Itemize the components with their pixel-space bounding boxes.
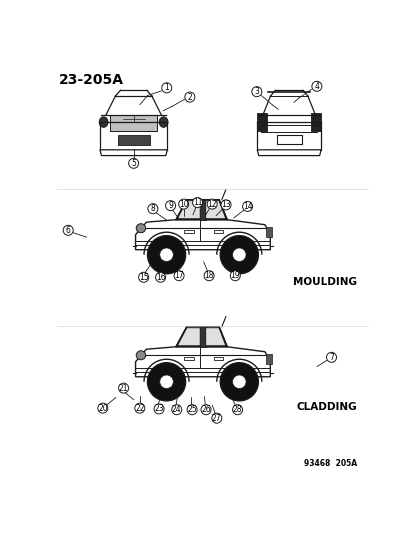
Text: 8: 8 bbox=[150, 204, 155, 213]
Text: 3: 3 bbox=[254, 87, 259, 96]
Circle shape bbox=[232, 248, 245, 262]
Ellipse shape bbox=[159, 117, 168, 127]
Circle shape bbox=[220, 236, 258, 274]
Text: 24: 24 bbox=[171, 405, 181, 414]
Circle shape bbox=[154, 404, 164, 414]
Bar bbox=[213, 357, 223, 360]
Circle shape bbox=[206, 199, 217, 209]
Circle shape bbox=[242, 201, 252, 212]
Text: 28: 28 bbox=[232, 405, 242, 414]
Text: 93468  205A: 93468 205A bbox=[303, 459, 356, 468]
Text: MOULDING: MOULDING bbox=[292, 277, 356, 287]
Circle shape bbox=[128, 158, 138, 168]
Polygon shape bbox=[200, 327, 205, 347]
Bar bbox=[110, 115, 157, 131]
Text: 9: 9 bbox=[168, 201, 173, 210]
Bar bbox=[256, 114, 266, 131]
Circle shape bbox=[135, 403, 145, 413]
Text: 11: 11 bbox=[192, 198, 202, 207]
Text: 15: 15 bbox=[138, 273, 148, 282]
Circle shape bbox=[187, 405, 197, 415]
Text: 13: 13 bbox=[221, 200, 230, 209]
Bar bbox=[266, 227, 271, 237]
Text: 25: 25 bbox=[187, 405, 197, 414]
Polygon shape bbox=[205, 328, 225, 346]
Polygon shape bbox=[205, 200, 225, 219]
Text: 7: 7 bbox=[328, 353, 333, 362]
Circle shape bbox=[173, 271, 184, 281]
Bar bbox=[184, 357, 193, 360]
Circle shape bbox=[251, 87, 261, 96]
Text: 6: 6 bbox=[66, 226, 71, 235]
Circle shape bbox=[192, 198, 202, 207]
Polygon shape bbox=[177, 200, 200, 219]
Circle shape bbox=[147, 204, 157, 214]
Circle shape bbox=[119, 383, 128, 393]
Bar bbox=[266, 354, 271, 364]
Text: 20: 20 bbox=[98, 403, 107, 413]
Circle shape bbox=[311, 82, 321, 91]
Ellipse shape bbox=[136, 224, 145, 233]
Circle shape bbox=[155, 272, 165, 282]
Text: 2: 2 bbox=[187, 93, 192, 102]
Text: 10: 10 bbox=[178, 199, 188, 208]
Bar bbox=[117, 135, 150, 145]
Text: 22: 22 bbox=[135, 403, 144, 413]
Text: 4: 4 bbox=[314, 82, 318, 91]
Text: 12: 12 bbox=[207, 199, 216, 208]
Circle shape bbox=[161, 83, 171, 93]
Circle shape bbox=[171, 405, 181, 415]
Circle shape bbox=[220, 362, 258, 401]
Bar bbox=[311, 114, 320, 131]
Text: CLADDING: CLADDING bbox=[296, 402, 356, 413]
Text: 27: 27 bbox=[211, 414, 221, 423]
Circle shape bbox=[147, 362, 185, 401]
Bar bbox=[213, 230, 223, 233]
Bar bbox=[184, 230, 193, 233]
Ellipse shape bbox=[99, 117, 108, 127]
Circle shape bbox=[184, 92, 195, 102]
Circle shape bbox=[138, 272, 148, 282]
Text: 5: 5 bbox=[131, 159, 136, 168]
Ellipse shape bbox=[136, 351, 145, 360]
Circle shape bbox=[201, 405, 211, 415]
Circle shape bbox=[232, 405, 242, 415]
Text: 18: 18 bbox=[204, 271, 214, 280]
Circle shape bbox=[97, 403, 107, 413]
Circle shape bbox=[232, 375, 245, 389]
Circle shape bbox=[63, 225, 73, 235]
Text: 1: 1 bbox=[164, 83, 169, 92]
Text: 16: 16 bbox=[155, 273, 165, 282]
Text: 23: 23 bbox=[154, 405, 164, 414]
Text: 14: 14 bbox=[242, 202, 252, 211]
Polygon shape bbox=[177, 328, 200, 346]
Text: 17: 17 bbox=[174, 271, 183, 280]
Circle shape bbox=[159, 375, 173, 389]
Text: 23-205A: 23-205A bbox=[59, 73, 123, 87]
Circle shape bbox=[230, 271, 240, 281]
Circle shape bbox=[178, 199, 188, 209]
Circle shape bbox=[159, 248, 173, 262]
Text: 21: 21 bbox=[119, 384, 128, 393]
Circle shape bbox=[147, 236, 185, 274]
Polygon shape bbox=[200, 200, 205, 220]
Circle shape bbox=[221, 200, 230, 210]
Circle shape bbox=[165, 200, 175, 211]
Circle shape bbox=[211, 413, 221, 423]
Bar bbox=[276, 135, 301, 144]
Text: 26: 26 bbox=[201, 405, 210, 414]
Circle shape bbox=[204, 271, 214, 281]
Text: 19: 19 bbox=[230, 271, 240, 280]
Circle shape bbox=[326, 352, 336, 362]
